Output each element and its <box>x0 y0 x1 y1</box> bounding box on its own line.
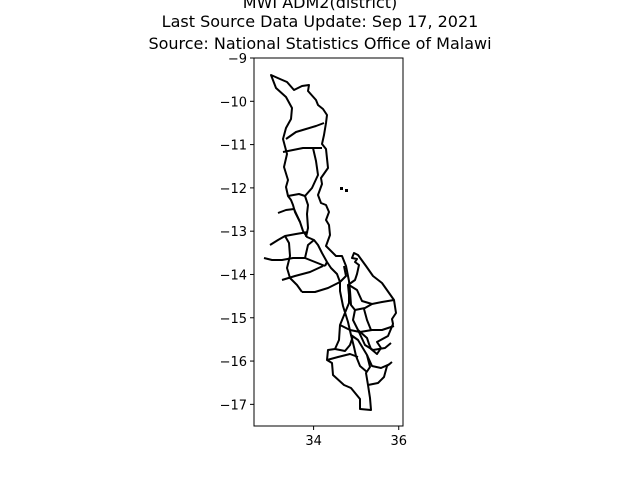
likoma-island <box>340 187 343 190</box>
y-tick-label: −10 <box>220 95 247 110</box>
x-axis: 34 36 <box>305 426 407 449</box>
x-tick-label: 34 <box>305 434 322 449</box>
chizumulu-island <box>345 189 348 192</box>
y-axis: −9 −10 −11 −12 −13 −14 −15 −16 −17 <box>220 52 254 413</box>
y-tick-label: −11 <box>220 139 247 154</box>
y-tick-label: −16 <box>220 355 247 370</box>
y-tick-label: −12 <box>220 182 247 197</box>
y-tick-label: −9 <box>228 52 247 67</box>
chart-subtitle-update: Last Source Data Update: Sep 17, 2021 <box>161 12 479 31</box>
district-boundaries <box>263 74 397 411</box>
chart-subtitle-source: Source: National Statistics Office of Ma… <box>148 34 492 53</box>
y-tick-label: −17 <box>220 398 247 413</box>
x-tick-label: 36 <box>390 434 407 449</box>
y-tick-label: −13 <box>220 225 247 240</box>
y-tick-label: −15 <box>220 312 247 327</box>
y-tick-label: −14 <box>220 268 247 283</box>
axes-frame <box>253 57 404 427</box>
country-outline <box>270 74 397 411</box>
chart-title: MWI ADM2(district) <box>242 0 398 12</box>
